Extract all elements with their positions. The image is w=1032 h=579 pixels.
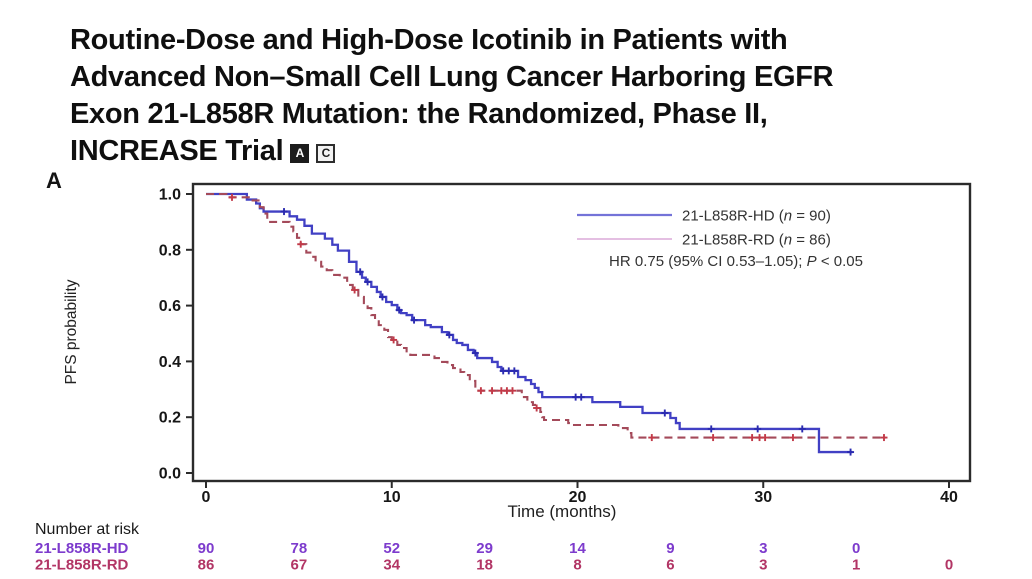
slide-title: Routine-Dose and High-Dose Icotinib in P… bbox=[70, 22, 980, 170]
risk-count: 6 bbox=[666, 557, 674, 574]
censor-marks-21-L858R-HD bbox=[280, 208, 855, 456]
x-tick-label: 40 bbox=[940, 489, 958, 506]
risk-count: 67 bbox=[291, 557, 308, 574]
censor-marks-21-L858R-RD bbox=[228, 193, 888, 442]
risk-row-label: 21-L858R-RD bbox=[35, 557, 129, 574]
legend-label-21-L858R-HD: 21-L858R-HD (n = 90) bbox=[682, 208, 831, 225]
risk-count: 90 bbox=[198, 540, 215, 557]
y-tick-label: 0.6 bbox=[159, 298, 181, 315]
risk-count: 1 bbox=[852, 557, 860, 574]
risk-row-21-L858R-RD: 21-L858R-RD 86 67 34 18 8 6 3 1 0 bbox=[35, 557, 953, 574]
risk-count: 3 bbox=[759, 557, 767, 574]
y-axis-title: PFS probability bbox=[63, 279, 80, 384]
panel-label: A bbox=[46, 168, 62, 193]
legend-label-21-L858R-RD: 21-L858R-RD (n = 86) bbox=[682, 232, 831, 249]
y-tick-label: 1.0 bbox=[159, 187, 181, 204]
risk-count: 34 bbox=[383, 557, 400, 574]
y-tick-label: 0.2 bbox=[159, 410, 181, 427]
risk-count: 78 bbox=[291, 540, 308, 557]
risk-count: 52 bbox=[383, 540, 400, 557]
risk-count: 86 bbox=[198, 557, 215, 574]
risk-count: 18 bbox=[476, 557, 493, 574]
x-tick-label: 0 bbox=[202, 489, 211, 506]
title-line-4-text: INCREASE Trial bbox=[70, 135, 284, 167]
risk-count: 14 bbox=[569, 540, 586, 557]
y-tick-label: 0.8 bbox=[159, 242, 181, 259]
risk-count: 9 bbox=[666, 540, 674, 557]
km-line-21-L858R-HD bbox=[206, 192, 853, 454]
risk-count: 0 bbox=[852, 540, 860, 557]
article-type-a-badge-icon: A bbox=[290, 144, 310, 163]
risk-row-label: 21-L858R-HD bbox=[35, 540, 129, 557]
legend: 21-L858R-HD (n = 90) 21-L858R-RD (n = 86)… bbox=[577, 208, 863, 270]
risk-row-21-L858R-HD: 21-L858R-HD 90 78 52 29 14 9 3 0 bbox=[35, 540, 860, 557]
x-axis-title: Time (months) bbox=[508, 502, 617, 521]
hr-annotation: HR 0.75 (95% CI 0.53–1.05); P < 0.05 bbox=[609, 253, 863, 270]
x-tick-label: 30 bbox=[754, 489, 772, 506]
risk-count: 29 bbox=[476, 540, 493, 557]
plot-border bbox=[191, 182, 972, 483]
km-curve-21-L858R-RD bbox=[206, 192, 888, 442]
y-tick-label: 0.0 bbox=[159, 466, 181, 483]
title-line-3: Exon 21-L858R Mutation: the Randomized, … bbox=[70, 98, 768, 130]
title-line-2: Advanced Non–Small Cell Lung Cancer Harb… bbox=[70, 61, 834, 93]
risk-count: 0 bbox=[945, 557, 953, 574]
risk-count: 8 bbox=[573, 557, 581, 574]
article-type-c-badge-icon: C bbox=[316, 144, 336, 163]
number-at-risk-heading: Number at risk bbox=[35, 521, 140, 538]
title-line-4: INCREASE Trial A C bbox=[70, 133, 980, 170]
x-tick-label: 10 bbox=[383, 489, 401, 506]
title-line-1: Routine-Dose and High-Dose Icotinib in P… bbox=[70, 24, 788, 56]
km-curve-21-L858R-HD bbox=[206, 192, 855, 456]
x-axis: 0 10 20 30 40 bbox=[202, 481, 958, 506]
x-tick-label: 20 bbox=[569, 489, 587, 506]
y-axis: 0.0 0.2 0.4 0.6 0.8 1.0 bbox=[159, 187, 193, 483]
risk-count: 3 bbox=[759, 540, 767, 557]
y-tick-label: 0.4 bbox=[159, 354, 181, 371]
